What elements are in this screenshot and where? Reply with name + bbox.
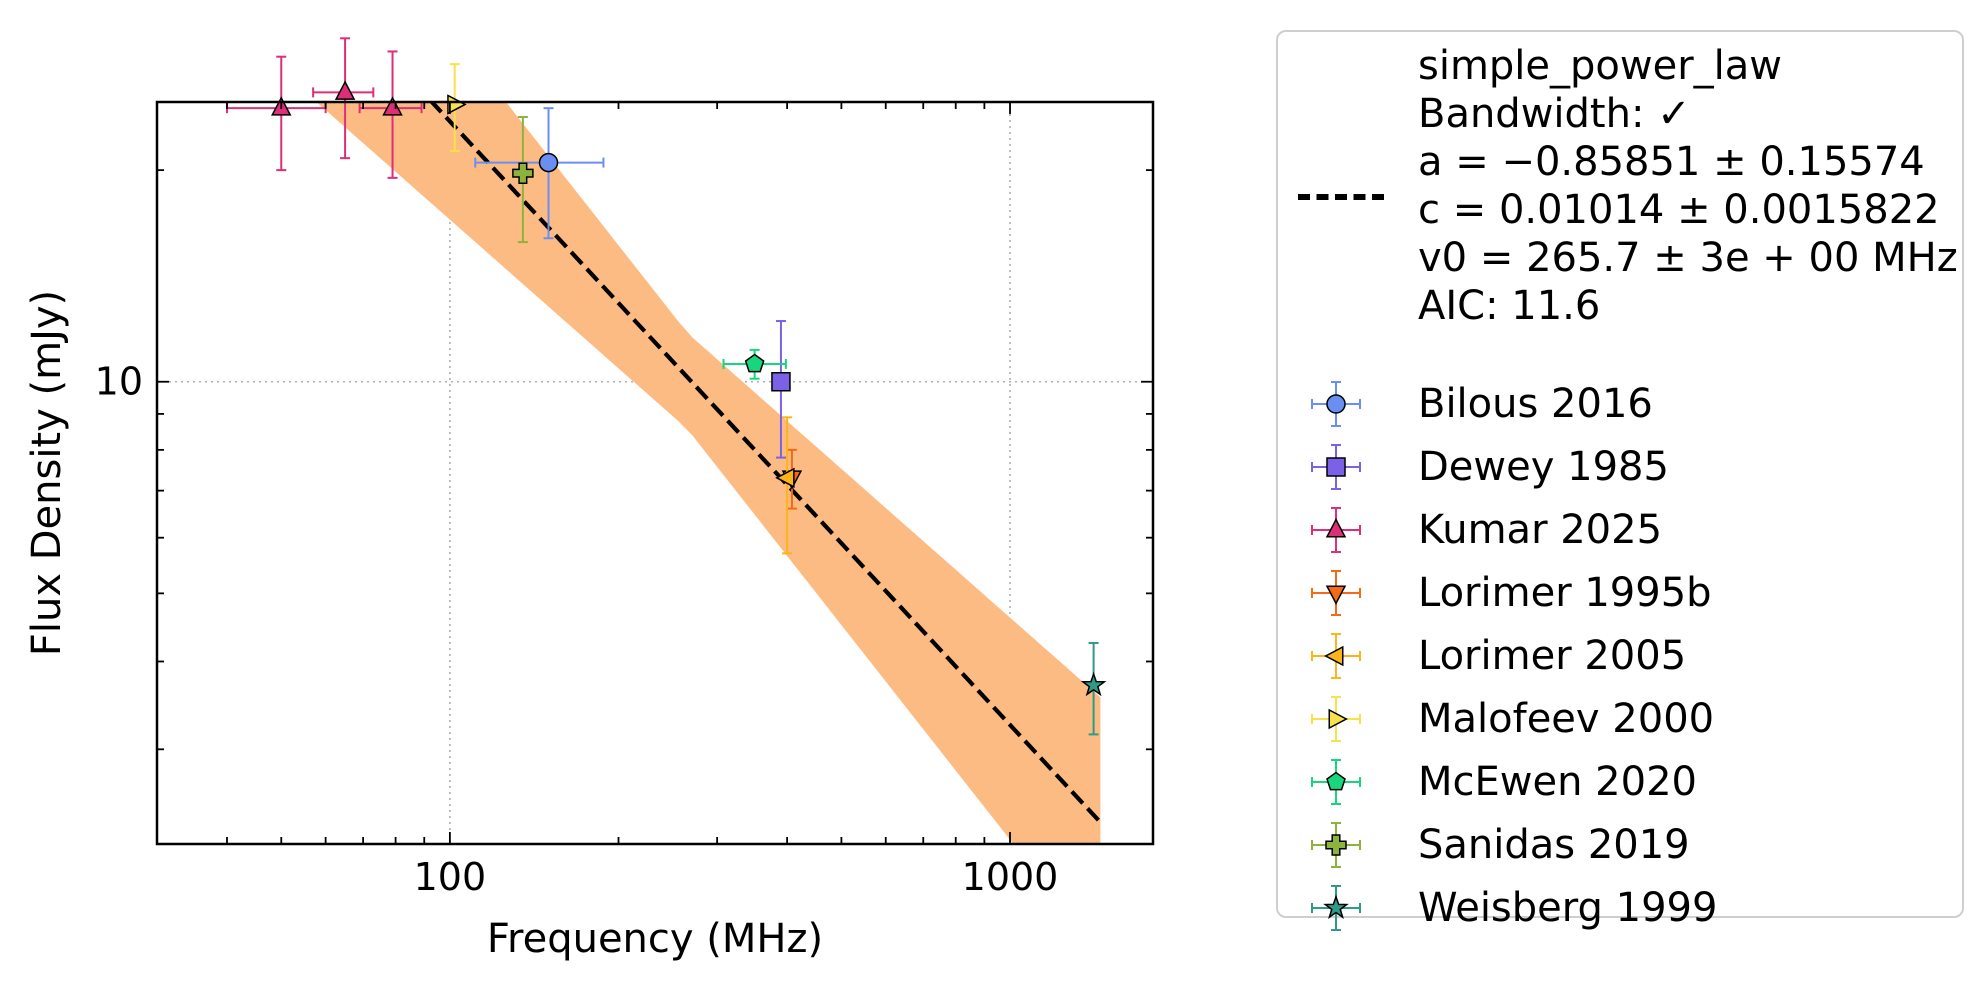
fit-param-a: a = −0.85851 ± 0.15574 — [1418, 139, 1925, 185]
fit-param-v0: v0 = 265.7 ± 3e + 00 MHz — [1418, 235, 1958, 281]
fit-bandwidth: Bandwidth: ✓ — [1418, 91, 1691, 137]
legend: simple_power_law Bandwidth: ✓ a = −0.858… — [1276, 30, 1964, 931]
legend-marker-shape — [1325, 518, 1347, 538]
fit-aic: AIC: 11.6 — [1418, 283, 1601, 329]
legend-fit-entry: simple_power_law Bandwidth: ✓ a = −0.858… — [1288, 42, 1958, 372]
legend-marker — [1311, 507, 1361, 553]
legend-label: Sanidas 2019 — [1418, 822, 1690, 868]
legend-label: Weisberg 1999 — [1418, 885, 1718, 931]
series-sanidas-2019 — [512, 116, 534, 244]
data-point — [334, 80, 356, 100]
series-lorimer-2005 — [775, 416, 795, 555]
legend-entry: Weisberg 1999 — [1278, 878, 1958, 940]
series-weisberg-1999 — [1080, 641, 1107, 736]
legend-marker — [1311, 570, 1361, 616]
legend-marker-shape — [1326, 457, 1346, 477]
legend-marker — [1311, 759, 1361, 805]
series-mcewen-2020 — [722, 348, 787, 380]
legend-entry: Bilous 2016 — [1278, 374, 1958, 436]
legend-label: Lorimer 1995b — [1418, 570, 1712, 616]
legend-entry: Lorimer 2005 — [1278, 626, 1958, 688]
data-point — [382, 96, 403, 116]
plot-frame — [155, 100, 1155, 846]
legend-marker — [1311, 633, 1361, 679]
fit-name: simple_power_law — [1418, 43, 1783, 89]
legend-label: Kumar 2025 — [1418, 507, 1663, 553]
legend-entry: Lorimer 1995b — [1278, 563, 1958, 625]
x-axis-label: Frequency (MHz) — [487, 916, 823, 962]
data-point — [744, 353, 765, 373]
legend-marker — [1311, 381, 1361, 427]
fit-param-c: c = 0.01014 ± 0.0015822 — [1418, 187, 1940, 233]
fit-uncertainty-band — [316, 102, 1101, 844]
data-point — [512, 162, 534, 184]
legend-label: Dewey 1985 — [1418, 444, 1669, 490]
legend-marker-shape — [1324, 645, 1344, 667]
series-bilous-2016 — [474, 107, 605, 240]
series-malofeev-2000 — [447, 63, 467, 152]
legend-marker — [1311, 696, 1361, 742]
legend-entry: McEwen 2020 — [1278, 752, 1958, 814]
legend-entry: Kumar 2025 — [1278, 500, 1958, 562]
legend-marker — [1311, 885, 1361, 931]
y-axis-label: Flux Density (mJy) — [24, 290, 70, 656]
y-tick-label: 10 — [95, 360, 143, 404]
legend-marker — [1311, 444, 1361, 490]
fit-line-swatch — [1298, 194, 1384, 200]
data-point — [775, 467, 795, 489]
legend-marker — [1311, 822, 1361, 868]
legend-marker-shape — [1323, 894, 1349, 919]
legend-entry: Sanidas 2019 — [1278, 815, 1958, 877]
fit-text: simple_power_law Bandwidth: ✓ a = −0.858… — [1418, 42, 1958, 330]
data-point — [771, 371, 791, 392]
data-point — [447, 94, 467, 115]
legend-marker-shape — [1325, 834, 1347, 856]
series-kumar-2025 — [225, 37, 423, 179]
legend-marker-shape — [1325, 585, 1347, 605]
data-point — [538, 152, 559, 173]
legend-marker-shape — [1326, 771, 1346, 791]
legend-marker-shape — [1326, 394, 1346, 414]
plot-area — [157, 102, 1153, 844]
legend-label: Malofeev 2000 — [1418, 696, 1715, 742]
series-dewey-1985 — [771, 320, 791, 459]
x-tick-label: 1000 — [962, 855, 1059, 899]
legend-entry: Malofeev 2000 — [1278, 689, 1958, 751]
data-point — [1080, 671, 1107, 697]
legend-entry: Dewey 1985 — [1278, 437, 1958, 499]
x-tick-label: 100 — [414, 855, 487, 899]
legend-label: McEwen 2020 — [1418, 759, 1697, 805]
legend-label: Lorimer 2005 — [1418, 633, 1687, 679]
legend-label: Bilous 2016 — [1418, 381, 1653, 427]
fit-line — [429, 102, 1102, 824]
legend-marker-shape — [1328, 708, 1348, 730]
